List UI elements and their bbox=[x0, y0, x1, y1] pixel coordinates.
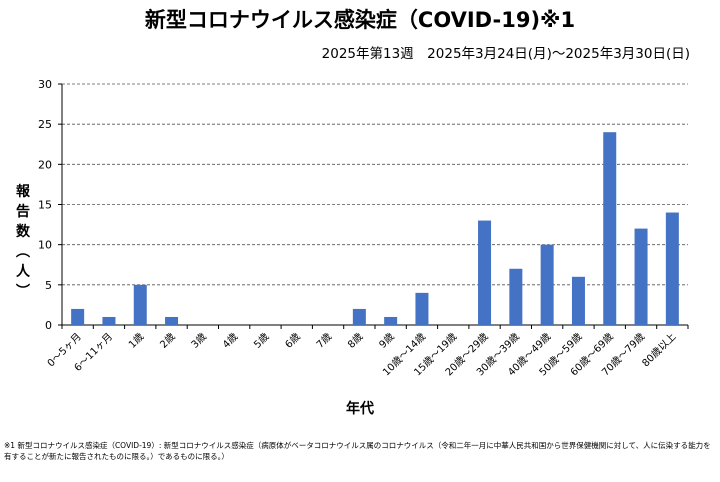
bar bbox=[71, 308, 85, 325]
y-axis-label-char: 人 bbox=[16, 264, 30, 280]
y-axis-label: 報告数 ︵ 人 ︶ bbox=[14, 182, 32, 302]
x-tick-label: 1歳 bbox=[126, 331, 146, 351]
x-tick-label: 5歳 bbox=[252, 331, 272, 351]
y-tick-label: 30 bbox=[38, 78, 52, 91]
y-tick-label: 0 bbox=[45, 319, 52, 332]
chart-subtitle: 2025年第13週 2025年3月24日(月)～2025年3月30日(日) bbox=[321, 46, 690, 62]
bar bbox=[540, 244, 554, 325]
y-tick-label: 10 bbox=[38, 239, 52, 252]
bar bbox=[603, 132, 617, 325]
y-axis-label-char: 報 bbox=[16, 184, 30, 200]
y-axis-label-char: 数 bbox=[16, 224, 30, 240]
x-tick-label: 80歳以上 bbox=[640, 331, 679, 370]
y-tick-label: 15 bbox=[38, 199, 52, 212]
x-axis-label: 年代 bbox=[346, 401, 374, 417]
bar bbox=[165, 316, 179, 325]
y-tick-label: 25 bbox=[38, 118, 52, 131]
y-tick-label: 5 bbox=[45, 279, 52, 292]
bar bbox=[352, 308, 366, 325]
bar bbox=[133, 284, 147, 325]
bar bbox=[665, 212, 679, 325]
x-tick-label: 7歳 bbox=[314, 331, 334, 351]
bar bbox=[102, 316, 116, 325]
footnote: ※1 新型コロナウイルス感染症（COVID-19）: 新型コロナウイルス感染症（… bbox=[4, 441, 711, 461]
y-tick-label: 20 bbox=[38, 158, 52, 171]
bar bbox=[571, 276, 585, 325]
x-tick-label: 8歳 bbox=[345, 331, 365, 351]
bar bbox=[415, 292, 429, 325]
x-tick-label: 6歳 bbox=[283, 331, 303, 351]
x-tick-label: 4歳 bbox=[220, 331, 240, 351]
y-axis-label-char: ︵ bbox=[16, 244, 30, 260]
y-axis-label-char: 告 bbox=[16, 204, 30, 220]
bar bbox=[509, 268, 523, 325]
bar bbox=[478, 220, 492, 325]
bar bbox=[384, 316, 398, 325]
chart-title: 新型コロナウイルス感染症（COVID-19)※1 bbox=[144, 8, 576, 32]
x-tick-label: 9歳 bbox=[377, 331, 397, 351]
x-tick-label: 3歳 bbox=[189, 331, 209, 351]
y-axis-label-char: ︶ bbox=[16, 284, 30, 300]
bar bbox=[634, 228, 648, 325]
x-tick-label: 2歳 bbox=[158, 331, 178, 351]
